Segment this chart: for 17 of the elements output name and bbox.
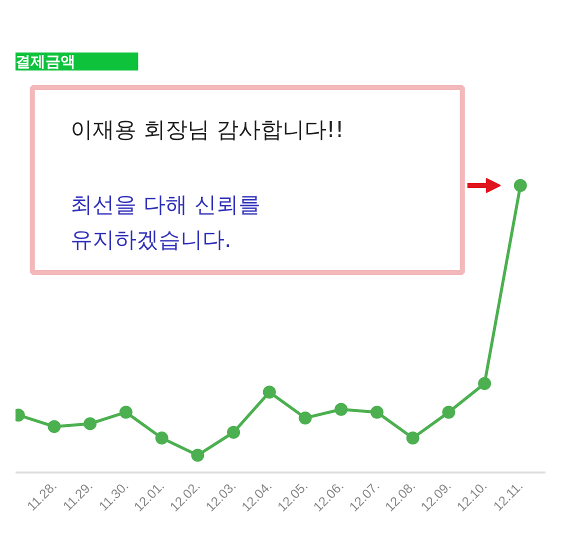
- text: 이재용 회장님 감사합니다!!: [70, 118, 344, 143]
- point: [478, 377, 492, 390]
- point: [191, 448, 204, 462]
- point: [155, 432, 168, 445]
- point: [262, 386, 276, 399]
- point: [298, 411, 312, 424]
- point: [514, 179, 527, 192]
- point: [119, 406, 132, 419]
- point: [48, 420, 61, 434]
- point: [334, 402, 348, 416]
- annotation: 최선을 다해 신뢰를 유지하겠습니다.: [70, 193, 260, 253]
- point: [84, 417, 97, 430]
- chart-title: 결제금액: [16, 52, 76, 70]
- point: [227, 426, 240, 439]
- point: [406, 432, 420, 445]
- point: [442, 406, 456, 419]
- point: [370, 406, 384, 419]
